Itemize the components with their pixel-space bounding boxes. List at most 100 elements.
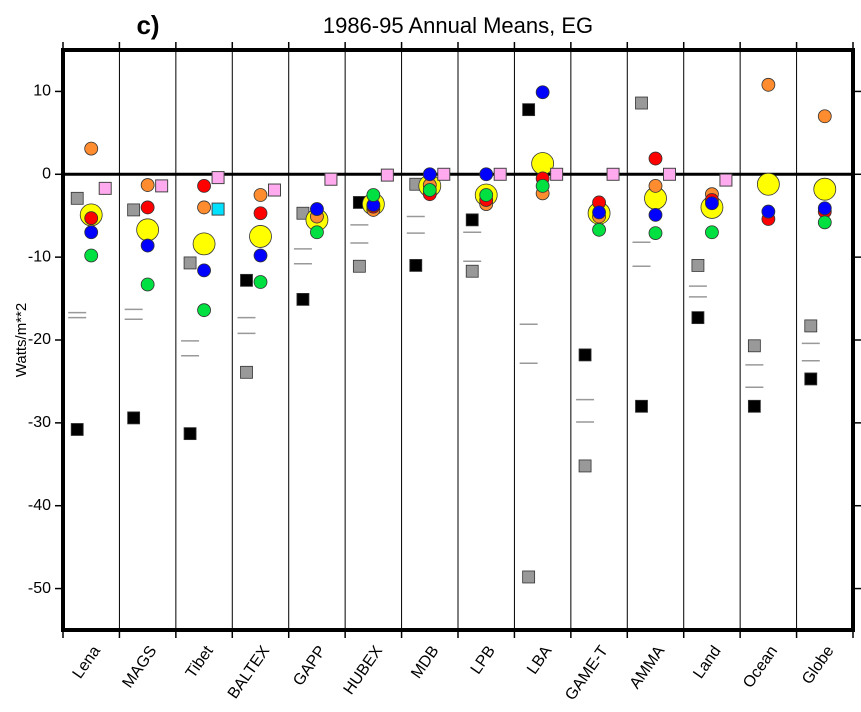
circle-marker (85, 142, 98, 155)
x-tick-label: GAME-T (562, 643, 612, 704)
circle-marker (762, 78, 775, 91)
circle-marker (310, 226, 323, 239)
x-tick-label: MAGS (119, 643, 160, 691)
x-tick-label: HUBEX (341, 643, 387, 698)
square-marker (71, 423, 83, 435)
x-tick-label: LPB (468, 643, 499, 678)
square-marker (551, 168, 563, 180)
circle-marker (193, 233, 215, 255)
y-tick-label: -30 (28, 414, 51, 431)
circle-marker (198, 264, 211, 277)
circle-marker (310, 203, 323, 216)
square-marker (381, 169, 393, 181)
circle-marker (649, 179, 662, 192)
square-marker (71, 192, 83, 204)
circle-marker (536, 86, 549, 99)
circle-marker (254, 276, 267, 289)
square-marker (466, 214, 478, 226)
x-tick-label: GAPP (290, 643, 329, 689)
square-marker (410, 259, 422, 271)
circle-marker (536, 179, 549, 192)
square-marker (579, 349, 591, 361)
x-tick-label: LBA (524, 643, 555, 678)
circle-marker (818, 216, 831, 229)
circle-marker (649, 208, 662, 221)
square-marker (269, 184, 281, 196)
circle-marker (198, 304, 211, 317)
square-marker (241, 274, 253, 286)
circle-marker (85, 249, 98, 262)
circle-marker (367, 189, 380, 202)
square-marker (466, 265, 478, 277)
y-tick-label: -20 (28, 331, 51, 348)
square-marker (128, 204, 140, 216)
circle-marker (254, 249, 267, 262)
circle-marker (141, 239, 154, 252)
circle-marker (818, 110, 831, 123)
x-tick-label: Globe (799, 643, 837, 688)
x-tick-label: AMMA (627, 643, 669, 692)
square-marker (297, 293, 309, 305)
circle-marker (141, 179, 154, 192)
square-marker (99, 182, 111, 194)
x-tick-label: Land (690, 643, 724, 682)
circle-marker (480, 168, 493, 181)
square-marker (579, 460, 591, 472)
square-marker (184, 428, 196, 440)
square-marker (325, 173, 337, 185)
square-marker (184, 257, 196, 269)
square-marker (523, 571, 535, 583)
square-marker (523, 104, 535, 116)
x-tick-label: BALTEX (225, 643, 274, 702)
y-tick-label: -50 (28, 580, 51, 597)
circle-marker (423, 168, 436, 181)
square-marker (636, 97, 648, 109)
square-marker (212, 203, 224, 215)
circle-marker (649, 152, 662, 165)
square-marker (720, 174, 732, 186)
square-marker (805, 373, 817, 385)
panel-label: c) (136, 10, 159, 40)
circle-marker (818, 202, 831, 215)
circle-marker (141, 201, 154, 214)
circle-marker (198, 179, 211, 192)
square-marker (156, 180, 168, 192)
square-marker (494, 168, 506, 180)
circle-marker (141, 278, 154, 291)
x-tick-label: MDB (408, 643, 442, 682)
circle-marker (649, 227, 662, 240)
square-marker (692, 312, 704, 324)
circle-marker (705, 197, 718, 210)
square-marker (438, 168, 450, 180)
circle-marker (705, 226, 718, 239)
square-marker (128, 412, 140, 424)
square-marker (664, 168, 676, 180)
circle-marker (423, 184, 436, 197)
circle-marker (480, 189, 493, 202)
circle-marker (593, 223, 606, 236)
circle-marker (85, 226, 98, 239)
square-marker (636, 400, 648, 412)
y-tick-label: 10 (33, 83, 51, 100)
y-tick-label: -10 (28, 248, 51, 265)
circle-marker (137, 219, 159, 241)
circle-marker (762, 205, 775, 218)
circle-marker (814, 178, 836, 200)
square-marker (353, 260, 365, 272)
square-marker (241, 366, 253, 378)
square-marker (692, 259, 704, 271)
circle-marker (593, 206, 606, 219)
x-tick-label: Lena (70, 643, 104, 682)
square-marker (748, 340, 760, 352)
x-tick-label: Ocean (740, 643, 781, 691)
y-tick-label: -40 (28, 497, 51, 514)
circle-marker (757, 173, 779, 195)
chart-title: 1986-95 Annual Means, EG (323, 13, 593, 38)
circle-marker (198, 201, 211, 214)
circle-marker (250, 225, 272, 247)
x-tick-label: Tibet (183, 643, 217, 682)
circle-marker (254, 189, 267, 202)
square-marker (805, 320, 817, 332)
square-marker (212, 172, 224, 184)
